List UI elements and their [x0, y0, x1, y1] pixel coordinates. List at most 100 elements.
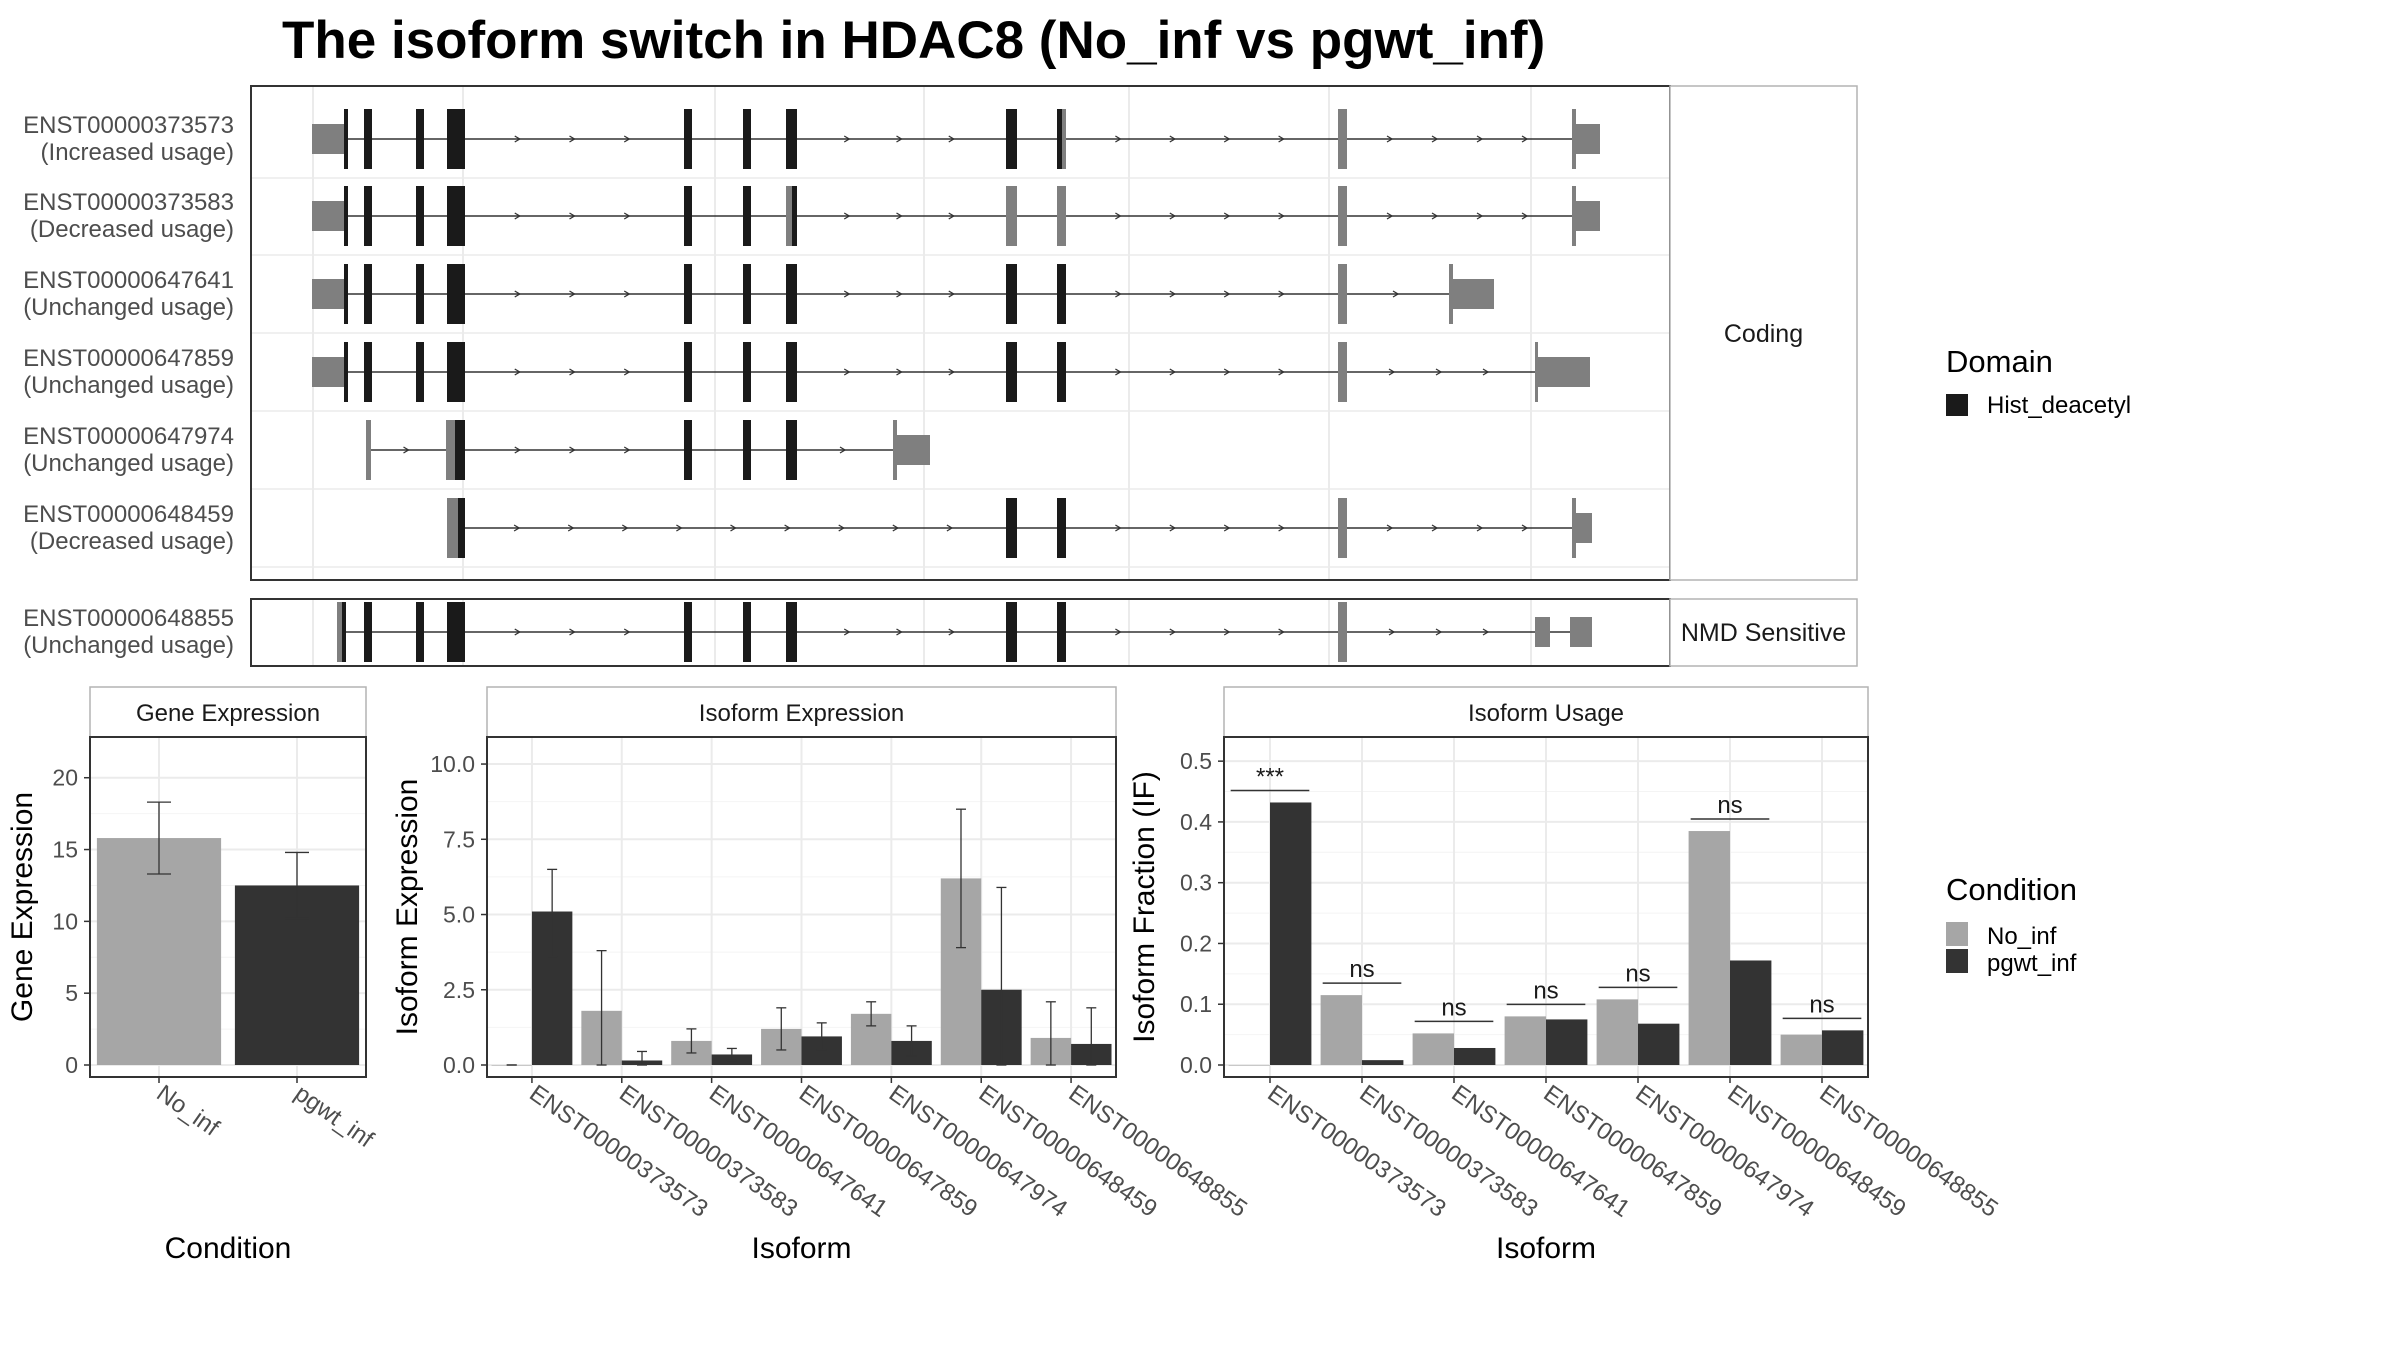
intron-arrow	[1115, 628, 1122, 636]
intron-arrow	[896, 212, 903, 220]
transcript-id-label: ENST00000648459	[23, 501, 234, 528]
intron-arrow	[1115, 524, 1122, 532]
x-axis-title: Isoform	[751, 1232, 851, 1265]
chart-strip-title: Gene Expression	[136, 700, 320, 727]
intron-arrow	[1431, 135, 1439, 143]
domain-exon	[786, 420, 797, 480]
bar-pgwt_inf	[1730, 960, 1772, 1065]
exon	[1338, 186, 1347, 246]
significance-label: ***	[1256, 763, 1284, 790]
domain-exon	[342, 602, 346, 662]
intron-arrow	[1476, 524, 1484, 532]
y-tick-label: 2.5	[443, 977, 475, 1003]
intron-arrow	[896, 290, 903, 298]
transcript-usage-label: (Unchanged usage)	[23, 450, 234, 477]
intron-arrow	[1223, 524, 1231, 532]
intron-arrow	[1278, 212, 1285, 220]
intron-arrow	[514, 368, 522, 376]
intron-arrow	[1392, 290, 1400, 298]
domain-legend-title: Domain	[1946, 344, 2053, 379]
y-tick-label: 0.5	[1180, 748, 1212, 774]
bar-pgwt_inf	[1362, 1060, 1404, 1065]
intron-arrow	[569, 628, 576, 636]
exon	[328, 279, 344, 309]
intron-arrow	[1223, 135, 1231, 143]
intron-arrow	[948, 290, 956, 298]
exon	[1338, 498, 1347, 558]
chart-strip	[1223, 686, 1869, 738]
intron-arrow	[730, 524, 737, 532]
intron-arrow	[1386, 524, 1394, 532]
intron-arrow	[1521, 212, 1529, 220]
transcript-usage-label: (Unchanged usage)	[23, 294, 234, 321]
domain-exon	[743, 342, 751, 402]
chart-0: Gene Expression 0 5 10 15 20 No_inf pgwt_inf Con…	[6, 686, 379, 1265]
nmd-strip-label: NMD Sensitive	[1681, 619, 1846, 647]
exon	[1338, 109, 1347, 169]
intron-arrow	[569, 290, 576, 298]
exon	[328, 357, 344, 387]
domain-exon	[447, 602, 465, 662]
domain-exon	[786, 109, 797, 169]
domain-exon	[743, 264, 751, 324]
y-tick-label: 0.0	[1180, 1052, 1212, 1078]
exon	[337, 602, 342, 662]
condition-legend-label: pgwt_inf	[1987, 950, 2077, 977]
intron-arrow	[948, 628, 956, 636]
exon	[1576, 124, 1600, 154]
transcript-usage-label: (Decreased usage)	[30, 528, 234, 555]
domain-exon	[344, 186, 348, 246]
domain-exon	[447, 342, 465, 402]
transcript-id-label: ENST00000647859	[23, 345, 234, 372]
chart-panel-border	[486, 736, 1117, 1078]
y-tick-label: 7.5	[443, 826, 475, 852]
intron-arrow	[948, 368, 956, 376]
intron-arrow	[1388, 368, 1396, 376]
y-tick-label: 0.3	[1180, 870, 1212, 896]
intron-arrow	[1169, 212, 1177, 220]
intron-arrow	[843, 135, 851, 143]
y-tick-label: 0.4	[1180, 809, 1212, 835]
intron-arrow	[514, 135, 522, 143]
domain-exon	[364, 602, 372, 662]
intron-arrow	[1476, 135, 1484, 143]
exon	[328, 201, 344, 231]
exon	[328, 124, 344, 154]
intron-arrow	[623, 212, 631, 220]
intron-arrow	[892, 524, 900, 532]
domain-exon	[1006, 109, 1017, 169]
y-tick-label: 15	[52, 837, 78, 863]
domain-exon	[1006, 602, 1017, 662]
bar-No_inf	[1688, 831, 1730, 1065]
intron-arrow	[1169, 524, 1177, 532]
domain-exon	[684, 420, 692, 480]
domain-exon	[1006, 342, 1017, 402]
intron-arrow	[623, 290, 631, 298]
domain-exon	[743, 109, 751, 169]
intron-arrow	[838, 524, 845, 532]
domain-exon	[684, 264, 692, 324]
domain-exon	[447, 264, 465, 324]
domain-exon	[786, 264, 797, 324]
intron-arrow	[569, 368, 576, 376]
exon	[446, 420, 455, 480]
intron-arrow	[1431, 212, 1439, 220]
intron-arrow	[1431, 524, 1439, 532]
domain-exon	[1057, 602, 1066, 662]
intron-arrow	[513, 524, 521, 532]
intron-arrow	[1278, 290, 1285, 298]
exon	[786, 186, 792, 246]
intron-arrow	[569, 212, 576, 220]
intron-arrow	[1482, 368, 1490, 376]
bar-pgwt_inf	[1454, 1047, 1496, 1065]
significance-label: ns	[1533, 977, 1558, 1004]
intron-arrow	[948, 135, 956, 143]
chart-panel-border	[89, 736, 367, 1078]
domain-exon	[344, 264, 348, 324]
bar-No_inf	[1596, 999, 1638, 1065]
domain-exon	[364, 264, 372, 324]
intron-arrow	[1386, 135, 1394, 143]
y-tick-label: 0	[65, 1052, 78, 1078]
y-axis-title: Gene Expression	[6, 792, 39, 1022]
